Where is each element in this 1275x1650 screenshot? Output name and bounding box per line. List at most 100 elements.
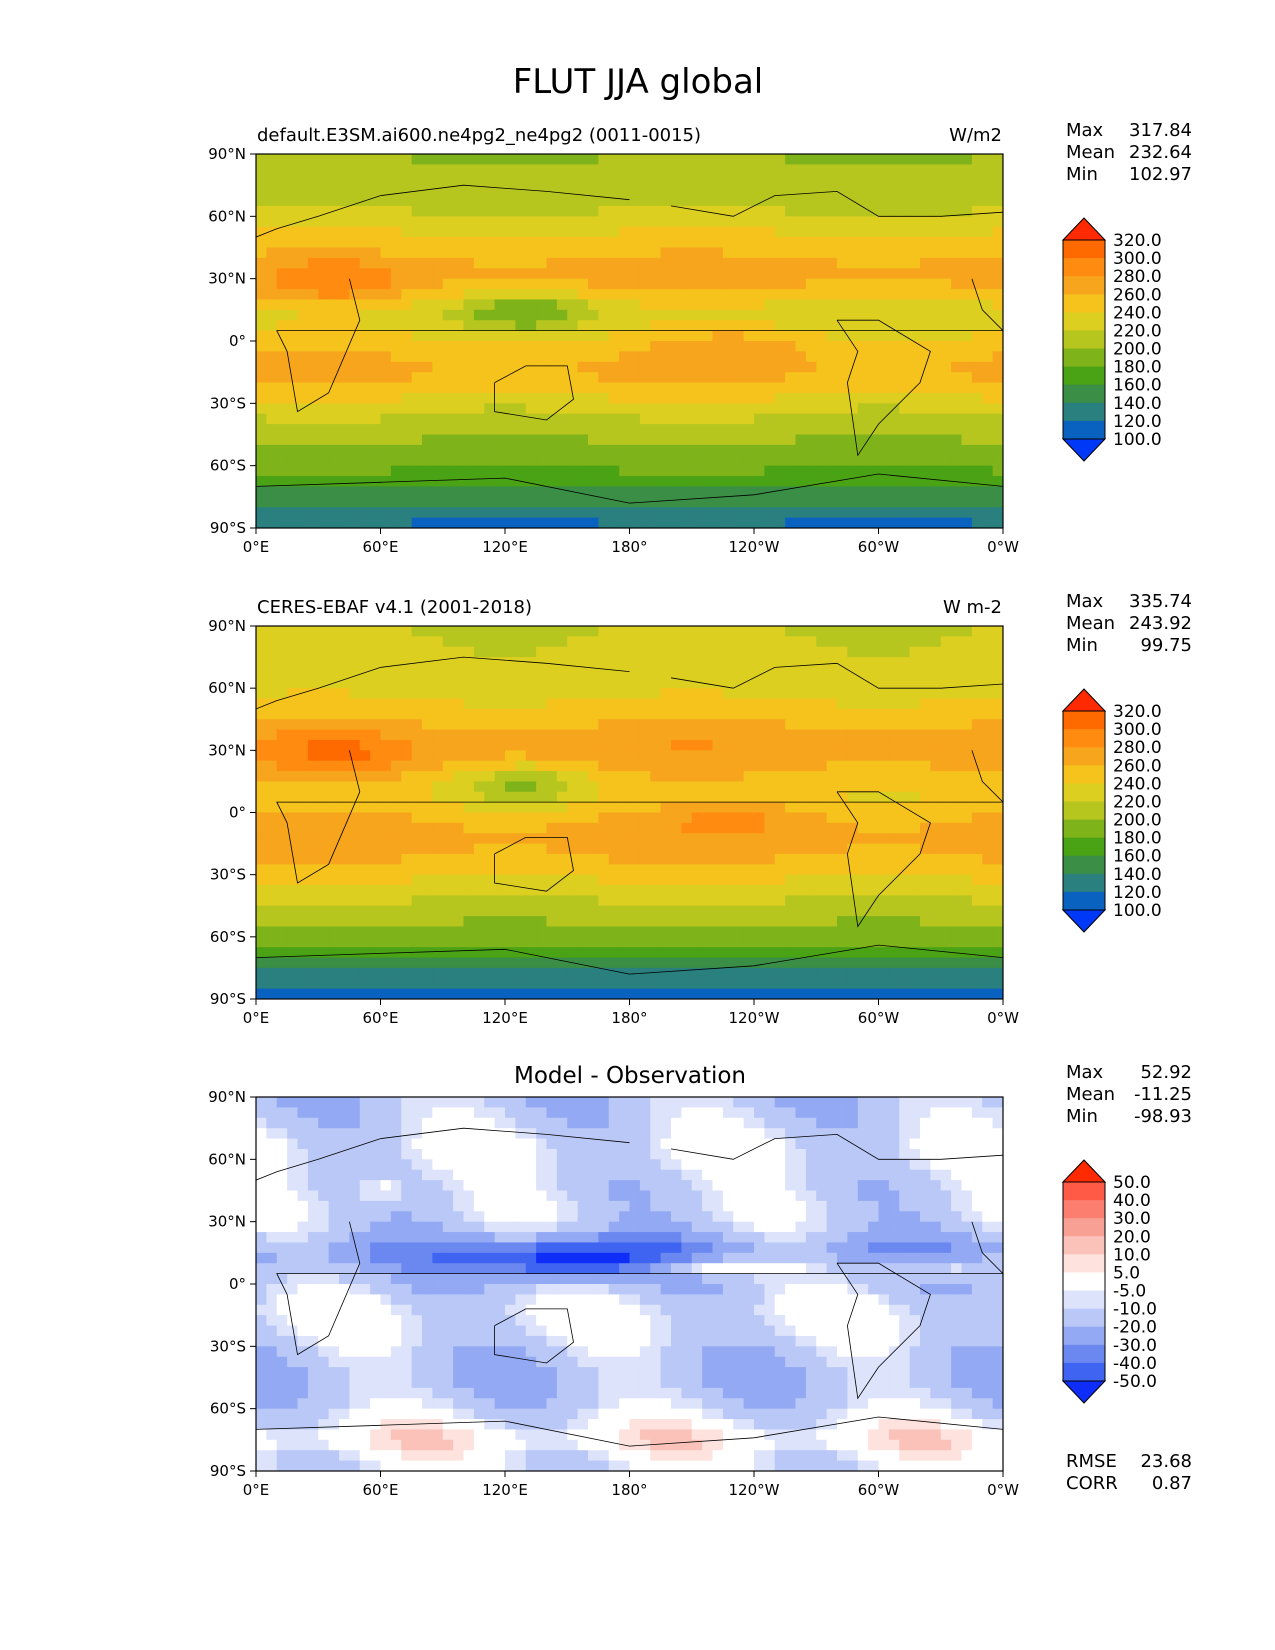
map-cell [318,216,330,228]
map-cell [764,444,776,456]
colorbar-segment [1063,240,1105,259]
map-cell [857,257,869,269]
map-cell [432,507,444,519]
map-cell [868,424,880,436]
map-cell [629,486,641,498]
map-cell [743,361,755,373]
map-cell [785,424,797,436]
map-cell [328,455,340,467]
map-cell [971,424,983,436]
map-cell [536,299,548,311]
map-cell [390,885,402,896]
map-cell [805,507,817,519]
map-cell [691,708,703,720]
map-cell [920,413,931,425]
map-cell [857,864,869,876]
map-cell [899,382,911,394]
map-cell [619,174,631,186]
map-cell [940,195,952,207]
map-cell [494,434,506,446]
map-cell [691,195,703,207]
map-cell [733,750,745,762]
map-cell [339,299,350,311]
map-cell [868,667,880,679]
map-cell [536,626,548,637]
map-cell [795,750,807,762]
map-cell [992,496,1003,508]
map-cell [463,812,475,824]
map-cell [546,833,558,845]
map-cell [940,434,952,446]
map-cell [546,708,558,720]
map-cell [629,413,641,425]
map-cell [629,455,641,467]
map-cell [774,174,786,186]
map-cell [888,392,900,404]
map-cell [754,646,765,658]
map-cell [339,361,350,373]
map-cell [629,708,641,720]
map-cell [588,926,599,938]
map-cell [671,413,682,425]
map-cell [266,853,278,865]
map-cell [888,947,900,959]
map-cell [961,237,973,249]
map-cell [505,667,516,679]
map-cell [899,833,911,845]
map-cell [951,205,963,217]
map-cell [671,802,682,814]
map-cell [691,760,703,772]
map-cell [515,822,527,834]
map-cell [660,636,672,648]
map-cell [339,154,350,165]
map-cell [422,195,433,207]
map-cell [390,341,402,352]
map-cell [453,205,465,217]
map-cell [754,698,765,710]
map-cell [940,496,952,508]
map-cell [276,729,288,741]
map-cell [328,646,340,658]
map-cell [660,802,672,814]
map-cell [743,434,755,446]
map-cell [660,739,672,751]
map-cell [577,309,589,321]
map-cell [951,677,963,689]
map-cell [940,646,952,658]
map-cell [411,843,423,855]
map-cell [681,185,693,197]
map-cell [276,392,288,404]
map-cell [971,646,983,658]
map-cell [556,677,568,689]
map-cell [722,289,734,301]
map-cell [940,688,952,700]
map-cell [754,791,765,803]
map-cell [785,257,797,269]
map-cell [453,822,465,834]
map-cell [971,947,983,959]
map-cell [868,444,880,456]
map-cell [287,657,299,669]
map-cell [453,320,465,332]
map-cell [826,309,838,321]
map-cell [297,299,309,311]
map-cell [307,626,319,637]
map-cell [920,382,931,394]
map-cell [961,247,973,259]
map-cell [774,698,786,710]
map-cell [307,205,319,217]
map-cell [795,185,807,197]
map-cell [857,382,869,394]
map-cell [442,657,454,669]
map-cell [307,372,319,384]
map-cell [484,278,496,290]
colorbar-segment [1063,384,1105,404]
map-cell [307,812,319,824]
map-cell [339,434,350,446]
map-cell [422,226,433,238]
map-cell [712,802,724,814]
map-cell [754,874,765,886]
map-cell [401,667,413,679]
map-cell [816,947,828,959]
map-cell [494,164,506,176]
